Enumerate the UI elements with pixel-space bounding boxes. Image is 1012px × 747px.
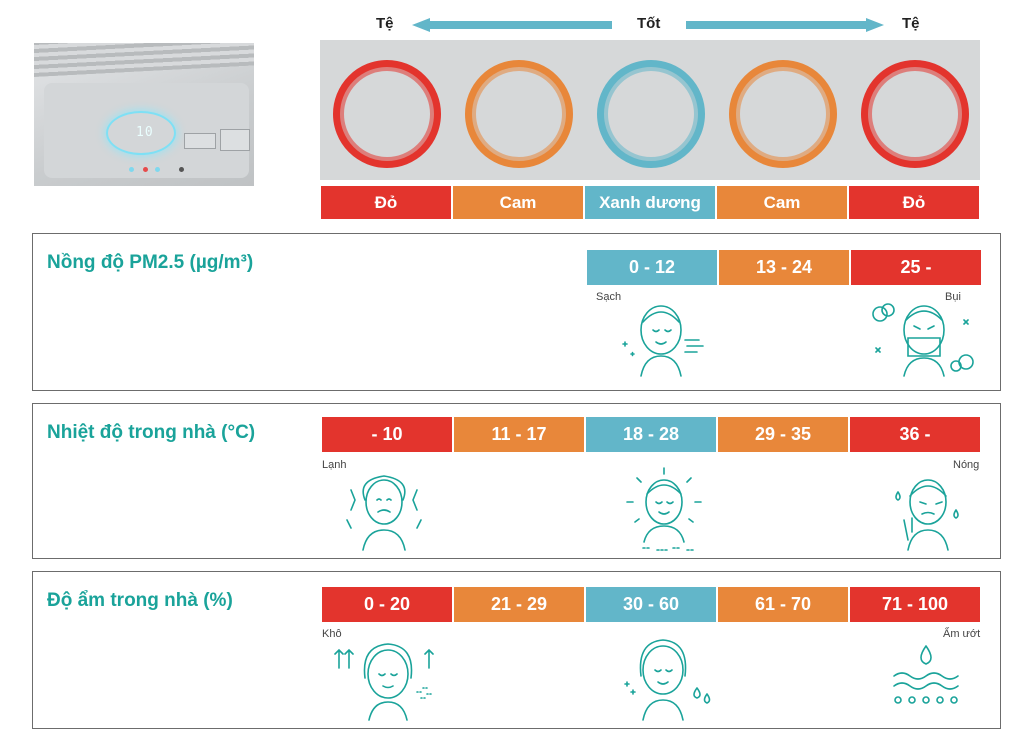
range-cell: 13 - 24 — [719, 250, 849, 285]
caption-left: Khô — [322, 628, 342, 640]
caption-right: Bụi — [945, 291, 961, 303]
range-cell: 0 - 20 — [322, 587, 452, 622]
range-cell: 61 - 70 — [718, 587, 848, 622]
sneezing-dust-face-icon — [872, 303, 974, 377]
range-bar: - 10 11 - 17 18 - 28 29 - 35 36 - — [322, 417, 980, 452]
range-cell: 0 - 12 — [587, 250, 717, 285]
device-display-digits: 10 — [136, 125, 154, 140]
range-bar: 0 - 12 13 - 24 25 - — [587, 250, 981, 285]
section-title: Nhiệt độ trong nhà (°C) — [47, 422, 256, 443]
color-label-orange: Cam — [717, 186, 847, 219]
section-title: Nồng độ PM2.5 (µg/m³) — [47, 252, 254, 273]
dry-skin-face-icon — [334, 643, 434, 721]
color-label-red: Đỏ — [849, 186, 979, 219]
ring-red-right-icon — [861, 60, 969, 168]
range-cell: 25 - — [851, 250, 981, 285]
caption-left: Lạnh — [322, 459, 347, 471]
label-good-center: Tốt — [637, 15, 661, 32]
cold-shivering-face-icon — [346, 475, 422, 551]
range-cell: 11 - 17 — [454, 417, 584, 452]
range-bar: 0 - 20 21 - 29 30 - 60 61 - 70 71 - 100 — [322, 587, 980, 622]
device-chip-indicator — [220, 129, 250, 151]
section-title: Độ ẩm trong nhà (%) — [47, 590, 233, 611]
range-cell: 71 - 100 — [850, 587, 980, 622]
hot-sweating-face-icon — [895, 479, 959, 551]
caption-right: Ẩm ướt — [943, 628, 981, 640]
ring-blue-icon — [597, 60, 705, 168]
range-cell: - 10 — [322, 417, 452, 452]
device-vent — [34, 43, 254, 77]
device-photo: 10 — [34, 43, 254, 186]
caption-left: Sạch — [596, 291, 622, 303]
range-cell: 21 - 29 — [454, 587, 584, 622]
color-label-orange: Cam — [453, 186, 583, 219]
range-cell: 29 - 35 — [718, 417, 848, 452]
comfortable-face-icon — [626, 467, 702, 551]
device-display-ring — [106, 111, 176, 155]
ring-color-panel — [320, 40, 980, 180]
section-temperature: Nhiệt độ trong nhà (°C) - 10 11 - 17 18 … — [32, 403, 1001, 559]
device-indicator-lights — [129, 167, 189, 173]
color-label-bar: Đỏ Cam Xanh dương Cam Đỏ — [321, 186, 979, 219]
arrow-left-icon — [412, 18, 612, 32]
range-cell: 36 - — [850, 417, 980, 452]
range-cell: 18 - 28 — [586, 417, 716, 452]
water-drops-icon — [893, 645, 959, 704]
ring-red-left-icon — [333, 60, 441, 168]
ring-orange-left-icon — [465, 60, 573, 168]
healthy-skin-face-icon — [624, 639, 711, 721]
caption-right: Nóng — [953, 459, 980, 471]
label-bad-right: Tệ — [902, 15, 920, 32]
color-label-blue: Xanh dương — [585, 186, 715, 219]
arrow-right-icon — [686, 18, 884, 32]
ring-orange-right-icon — [729, 60, 837, 168]
section-humidity: Độ ẩm trong nhà (%) 0 - 20 21 - 29 30 - … — [32, 571, 1001, 729]
device-chip-airsense — [184, 133, 216, 149]
color-label-red: Đỏ — [321, 186, 451, 219]
label-bad-left: Tệ — [376, 15, 394, 32]
range-cell: 30 - 60 — [586, 587, 716, 622]
section-pm25: Nồng độ PM2.5 (µg/m³) 0 - 12 13 - 24 25 … — [32, 233, 1001, 391]
clean-air-face-icon — [622, 305, 704, 377]
